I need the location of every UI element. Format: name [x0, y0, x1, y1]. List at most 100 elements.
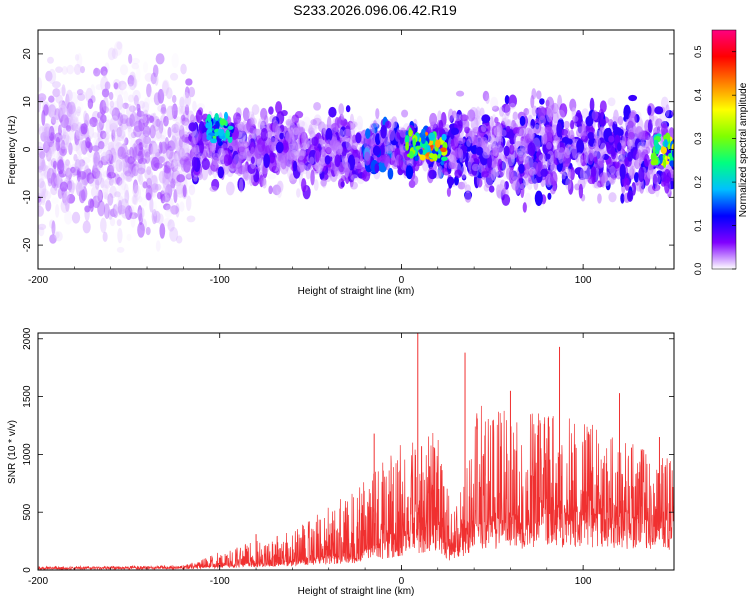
heatmap-cell — [55, 66, 63, 73]
heatmap-cell — [498, 106, 505, 117]
heatmap-cell — [107, 171, 116, 179]
heatmap-cell — [242, 162, 248, 179]
heatmap-cell — [250, 113, 255, 125]
heatmap-hotspot — [421, 136, 426, 144]
heatmap-cell — [285, 119, 292, 126]
heatmap-cell — [180, 146, 188, 159]
heatmap-cell — [48, 158, 53, 171]
heatmap-cell — [45, 126, 52, 137]
heatmap-cell — [70, 110, 79, 123]
heatmap-cell — [192, 100, 197, 112]
heatmap-cell — [457, 137, 466, 145]
heatmap-cell — [125, 173, 133, 183]
heatmap-cell — [528, 125, 535, 140]
heatmap-cell — [262, 178, 267, 189]
heatmap-cell — [52, 88, 61, 98]
heatmap-cell — [93, 151, 101, 166]
heatmap-cell — [196, 103, 205, 111]
heatmap-cell — [60, 114, 69, 129]
heatmap-cell — [349, 181, 358, 190]
heatmap-cell — [55, 94, 64, 104]
heatmap-cell — [127, 75, 135, 87]
heatmap-hotspot — [437, 153, 441, 159]
heatmap-cell — [320, 149, 325, 156]
heatmap-hotspot — [225, 129, 230, 139]
heatmap-cell — [518, 127, 528, 137]
heatmap-cell — [185, 173, 193, 180]
heatmap-cell — [110, 163, 115, 177]
heatmap-cell — [242, 134, 251, 147]
heatmap-cell — [66, 102, 73, 118]
heatmap-cell — [131, 163, 139, 177]
heatmap-cell — [48, 68, 57, 85]
heatmap-cell — [349, 113, 355, 129]
heatmap-cell — [370, 120, 379, 128]
heatmap-cell — [163, 187, 173, 200]
heatmap-cell — [116, 246, 125, 253]
colorbar: 0.0 0.1 0.2 0.3 0.4 0.5 Normalized spectral a… — [693, 29, 749, 275]
heatmap-cell — [171, 103, 178, 120]
heatmap-cell — [141, 133, 151, 148]
heatmap-cell — [77, 170, 87, 180]
heatmap-cell — [500, 129, 507, 137]
heatmap-cell — [67, 182, 77, 193]
heatmap-cell — [178, 136, 184, 150]
heatmap-cell — [105, 119, 111, 134]
heatmap-cell — [132, 179, 139, 194]
heatmap-cell — [172, 171, 179, 185]
heatmap-cell — [99, 130, 107, 140]
heatmap-cell — [467, 109, 476, 122]
heatmap-hotspot — [412, 137, 417, 147]
heatmap-cell — [38, 223, 47, 231]
heatmap-cell — [76, 106, 82, 114]
heatmap-cell — [108, 178, 114, 186]
heatmap-cell — [448, 154, 457, 170]
y-tick-label: 10 — [22, 96, 33, 108]
heatmap-cell — [158, 170, 167, 184]
heatmap-cell — [40, 190, 46, 206]
heatmap-cell — [123, 90, 129, 102]
heatmap-cell — [157, 88, 165, 104]
heatmap-cell — [120, 103, 126, 116]
heatmap-cell — [313, 179, 319, 191]
heatmap-cell — [172, 152, 179, 166]
heatmap-cell — [143, 97, 151, 108]
heatmap-cell — [128, 53, 133, 64]
heatmap-cell — [137, 170, 142, 182]
heatmap-cell — [109, 217, 116, 227]
heatmap-cell — [44, 141, 50, 158]
heatmap-cell — [103, 203, 110, 219]
heatmap-cell — [314, 160, 324, 173]
heatmap-cell — [152, 146, 159, 161]
heatmap-cell — [99, 99, 107, 115]
heatmap-cell — [150, 175, 158, 191]
heatmap-cell — [166, 105, 175, 121]
heatmap-cell — [81, 91, 87, 100]
heatmap-cell — [64, 210, 73, 225]
heatmap-cell — [374, 163, 380, 174]
heatmap-cell — [137, 196, 143, 203]
heatmap-cell — [155, 131, 162, 142]
x-tick-label: -200 — [28, 576, 48, 587]
heatmap-cell — [176, 174, 186, 183]
heatmap-cell — [68, 177, 73, 193]
heatmap-cell — [41, 122, 51, 137]
heatmap-cell — [173, 150, 180, 162]
heatmap-cell — [104, 193, 110, 201]
heatmap-hotspot — [674, 145, 680, 150]
heatmap-cell — [112, 135, 121, 147]
heatmap-cell — [109, 147, 117, 164]
heatmap-cell — [118, 179, 127, 195]
heatmap-hotspot — [223, 111, 229, 121]
heatmap-cell — [622, 134, 627, 150]
heatmap-cell — [154, 73, 159, 86]
heatmap-cell — [82, 220, 91, 234]
heatmap-cell — [538, 154, 547, 163]
heatmap-cell — [149, 124, 156, 139]
heatmap-cell — [39, 180, 47, 197]
heatmap-cell — [305, 168, 311, 180]
heatmap-cell — [115, 184, 124, 198]
heatmap-cell — [62, 127, 67, 140]
heatmap-cell — [168, 151, 177, 163]
heatmap-cell — [608, 135, 615, 143]
